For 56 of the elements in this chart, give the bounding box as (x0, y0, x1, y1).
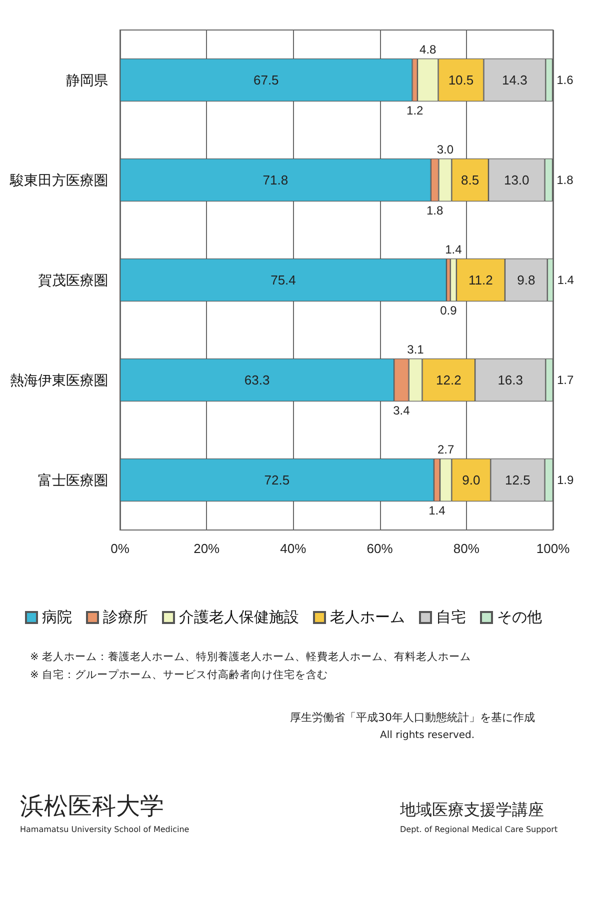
legend-label: 病院 (42, 609, 72, 626)
data-label: 16.3 (498, 372, 524, 388)
data-label: 2.7 (437, 442, 454, 456)
x-tick-label: 80% (453, 541, 480, 556)
data-label: 12.2 (436, 372, 462, 388)
data-label: 63.3 (244, 372, 270, 388)
legend-label: 診療所 (103, 609, 148, 626)
text: 厚生労働省「平成30年人口動態統計」を基に作成 (290, 710, 535, 725)
legend-label: 介護老人保健施設 (179, 609, 299, 626)
data-label: 1.4 (428, 504, 446, 518)
data-label: 8.5 (461, 172, 480, 188)
text: 地域医療支援学講座 (400, 800, 544, 821)
y-tick-label: 賀茂医療圏 (38, 272, 108, 288)
text: Dept. of Regional Medical Care Support (400, 825, 558, 834)
bar (120, 258, 446, 302)
data-label: 10.5 (448, 72, 474, 88)
data-label: 3.0 (436, 142, 454, 156)
y-tick-label: 熱海伊東医療圏 (10, 372, 108, 388)
data-label: 1.7 (557, 373, 574, 387)
data-label: 1.4 (557, 273, 574, 287)
legend-label: 自宅 (436, 609, 466, 626)
data-label: 1.6 (556, 73, 574, 87)
data-label: 67.5 (253, 72, 279, 88)
data-label: 1.8 (556, 173, 574, 187)
data-label: 14.3 (502, 72, 528, 88)
data-label: 12.5 (505, 472, 530, 488)
data-label: 9.0 (462, 472, 480, 488)
x-tick-label: 0% (110, 541, 130, 556)
x-tick-label: 40% (280, 541, 307, 556)
y-tick-label: 富士医療圏 (38, 472, 108, 488)
data-label: 4.8 (420, 42, 437, 56)
x-tick-label: 100% (536, 541, 570, 556)
y-tick-label: 駿東田方医療圏 (9, 172, 108, 188)
data-label: 1.8 (426, 204, 444, 218)
data-label: 75.4 (270, 272, 296, 288)
text: ※ 自宅：グループホーム、サービス付高齢者向け住宅を含む (30, 668, 328, 682)
legend-label: 老人ホーム (330, 609, 405, 626)
data-label: 1.9 (557, 473, 574, 487)
x-tick-label: 20% (194, 541, 220, 556)
data-label: 1.2 (406, 104, 424, 118)
y-tick-label: 静岡県 (66, 72, 108, 88)
data-label: 3.1 (407, 342, 424, 356)
text: Hamamatsu University School of Medicine (20, 825, 190, 834)
text: 浜松医科大学 (20, 791, 164, 822)
data-label: 0.9 (440, 304, 458, 318)
text: ※ 老人ホーム：養護老人ホーム、特別養護老人ホーム、軽費老人ホーム、有料老人ホーム (30, 650, 472, 664)
data-label: 13.0 (504, 172, 530, 188)
data-label: 11.2 (468, 272, 493, 288)
text: All rights reserved. (380, 730, 475, 741)
data-label: 1.4 (445, 242, 462, 256)
legend-label: その他 (497, 609, 542, 626)
data-label: 72.5 (264, 472, 290, 488)
x-tick-label: 60% (366, 541, 394, 556)
data-label: 9.8 (517, 272, 536, 288)
data-label: 3.4 (393, 404, 410, 418)
data-label: 71.8 (262, 172, 288, 188)
